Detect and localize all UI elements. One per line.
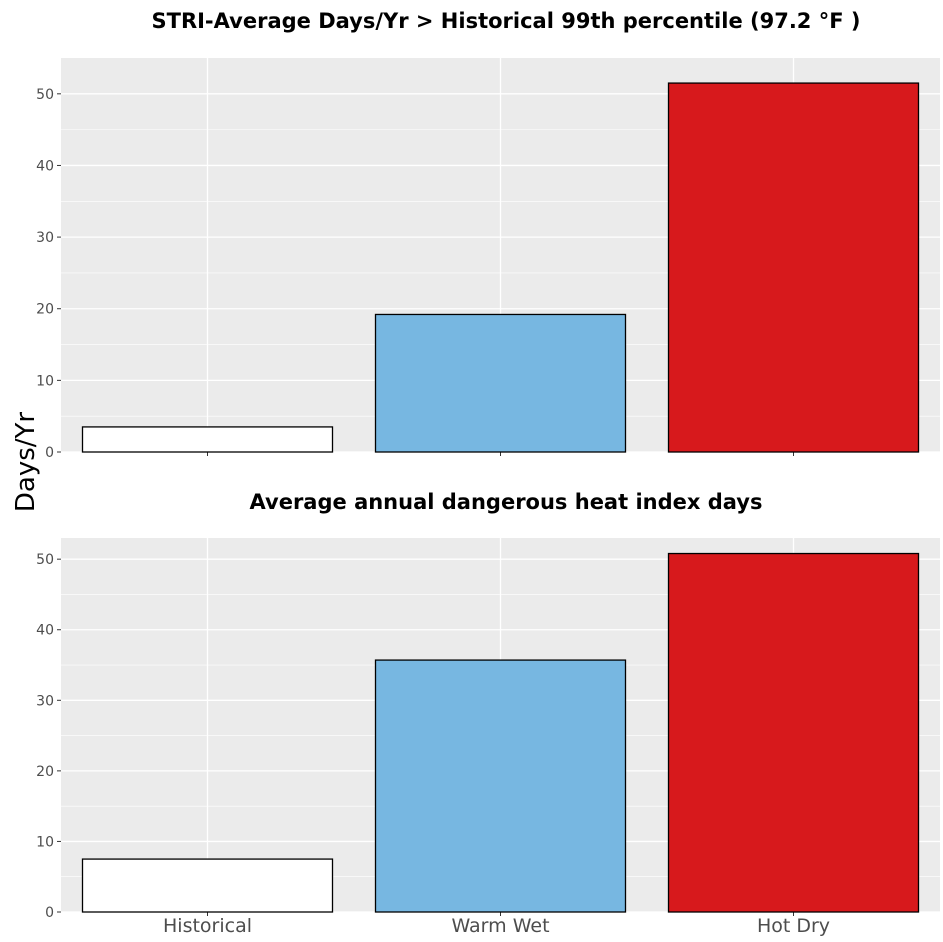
y-tick-label: 0: [45, 445, 54, 461]
bar-warm-wet: [374, 313, 627, 453]
y-tick-label: 40: [36, 623, 54, 639]
y-tick-label: 50: [36, 552, 54, 568]
bar-historical: [81, 858, 334, 913]
x-tick-label: Historical: [163, 915, 252, 937]
y-tick-label: 40: [36, 158, 54, 174]
y-tick-label: 10: [36, 373, 54, 389]
y-tick-label: 20: [36, 764, 54, 780]
y-tick-label: 10: [36, 834, 54, 850]
bar-hot-dry: [667, 82, 920, 453]
x-tick-label: Warm Wet: [451, 915, 549, 937]
x-tick-label: Hot Dry: [757, 915, 830, 937]
chart-panel-1: STRI-Average Days/Yr > Historical 99th p…: [36, 9, 940, 461]
chart-title: Average annual dangerous heat index days: [250, 490, 763, 514]
y-axis-label: Days/Yr: [11, 412, 41, 513]
y-tick-label: 20: [36, 302, 54, 318]
bar-warm-wet: [374, 659, 627, 913]
bar-hot-dry: [667, 552, 920, 913]
y-tick-label: 30: [36, 230, 54, 246]
bar-historical: [81, 426, 334, 453]
chart-panel-2: Average annual dangerous heat index days…: [36, 490, 940, 937]
chart-title: STRI-Average Days/Yr > Historical 99th p…: [152, 9, 861, 33]
y-tick-label: 50: [36, 87, 54, 103]
y-tick-label: 30: [36, 693, 54, 709]
y-tick-label: 0: [45, 905, 54, 921]
